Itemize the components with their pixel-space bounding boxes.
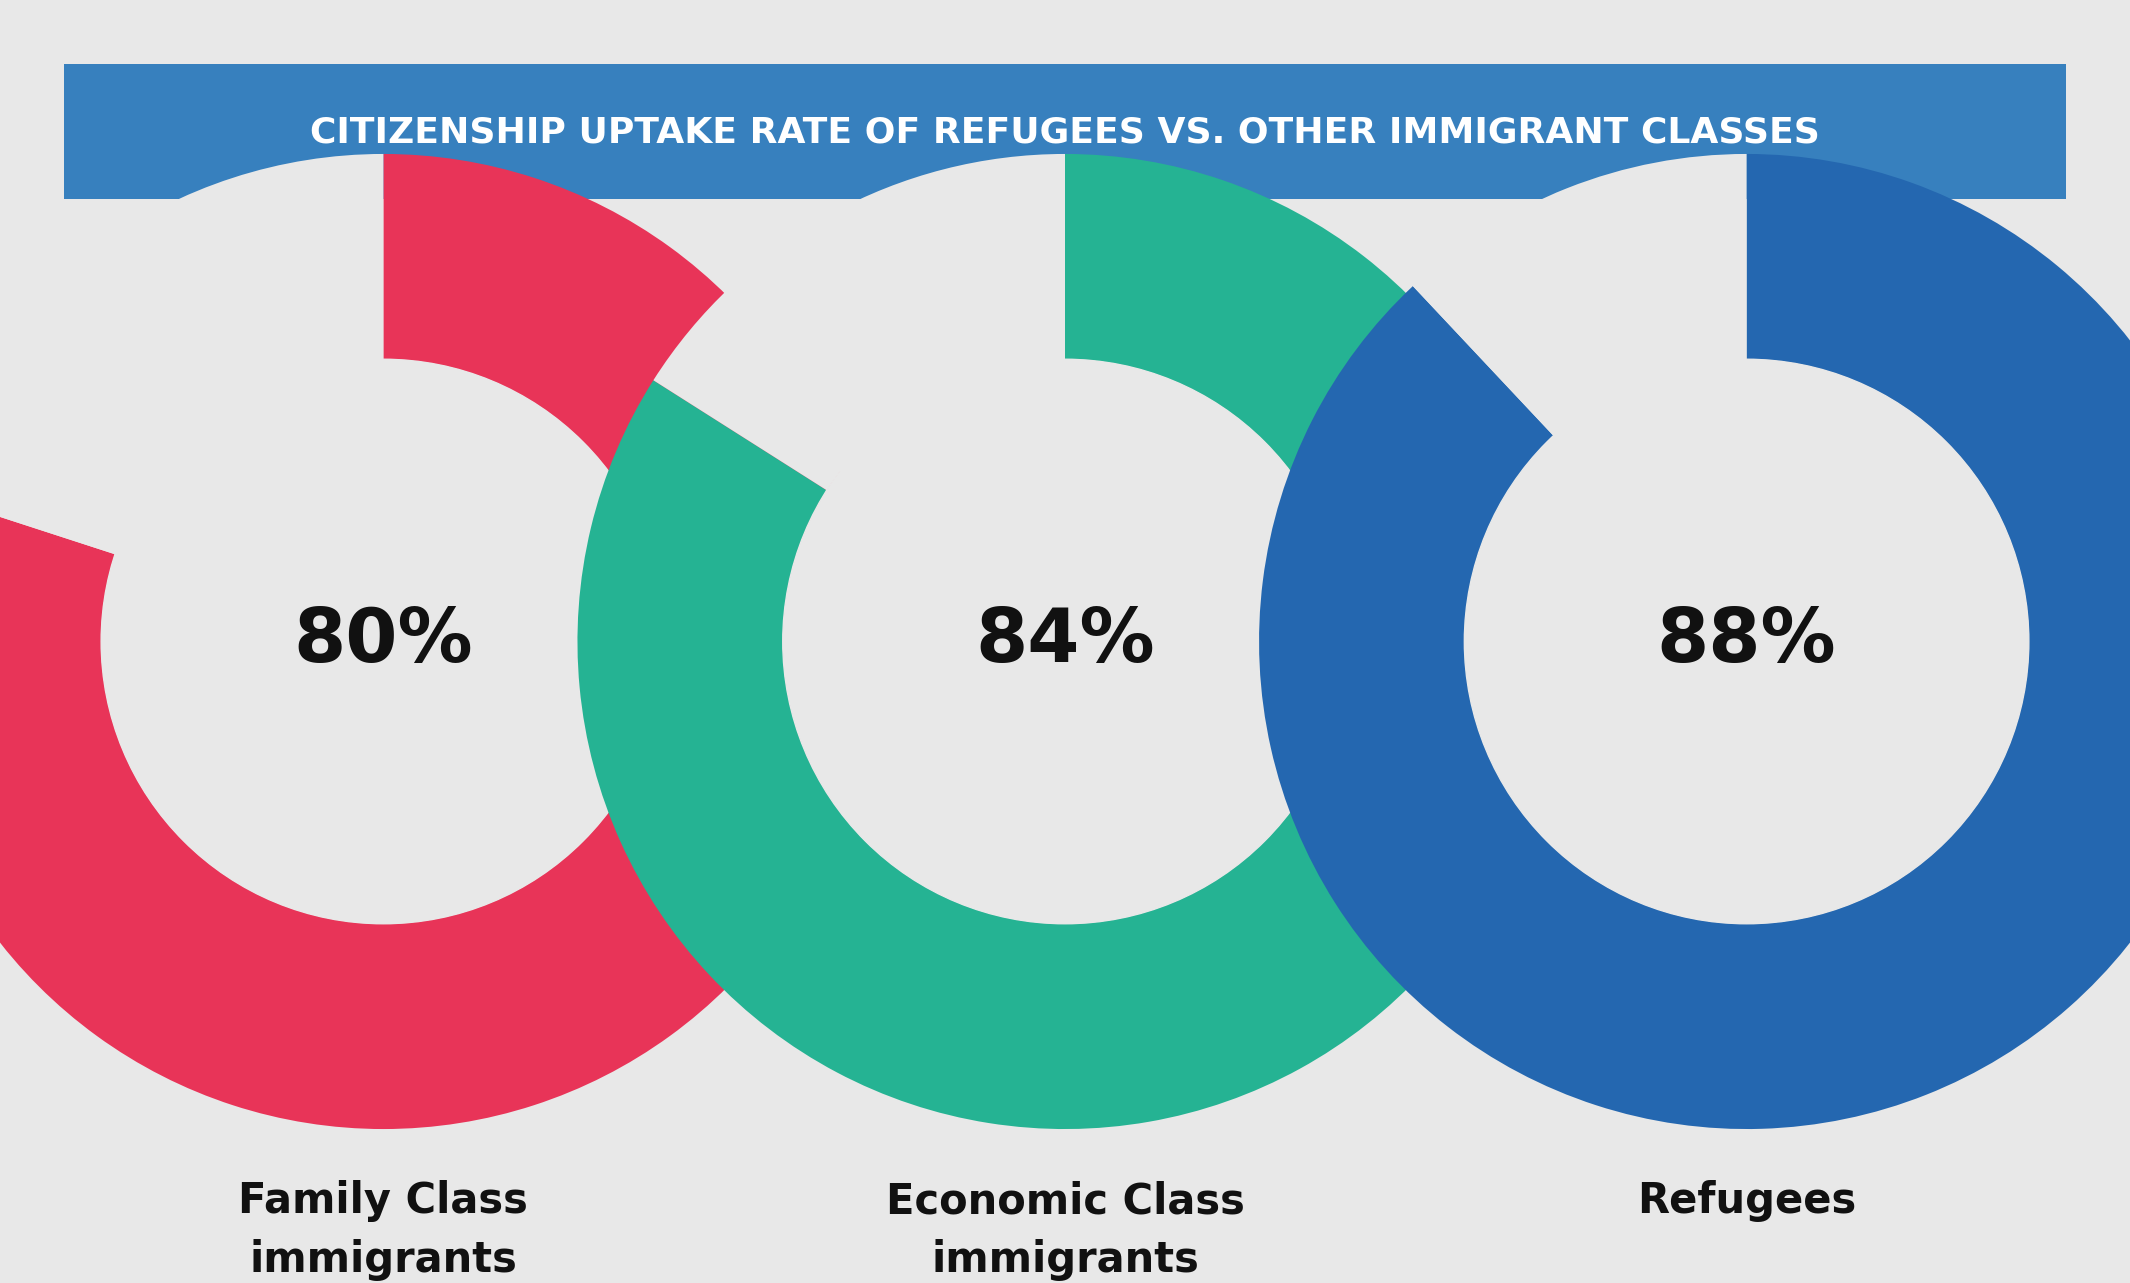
Wedge shape <box>0 154 871 1129</box>
FancyBboxPatch shape <box>64 64 2066 199</box>
Text: 88%: 88% <box>1657 606 1836 677</box>
Circle shape <box>782 359 1348 924</box>
Wedge shape <box>0 154 383 554</box>
Text: Family Class
immigrants: Family Class immigrants <box>239 1180 528 1280</box>
Wedge shape <box>1412 154 1747 436</box>
Text: 80%: 80% <box>294 606 473 677</box>
Wedge shape <box>577 154 1553 1129</box>
Text: Refugees: Refugees <box>1638 1180 1855 1223</box>
Wedge shape <box>1259 154 2130 1129</box>
Text: 84%: 84% <box>976 606 1154 677</box>
Circle shape <box>1463 359 2030 924</box>
Text: CITIZENSHIP UPTAKE RATE OF REFUGEES VS. OTHER IMMIGRANT CLASSES: CITIZENSHIP UPTAKE RATE OF REFUGEES VS. … <box>311 115 1819 149</box>
Circle shape <box>100 359 667 924</box>
Wedge shape <box>654 154 1065 490</box>
Text: Economic Class
immigrants: Economic Class immigrants <box>886 1180 1244 1280</box>
